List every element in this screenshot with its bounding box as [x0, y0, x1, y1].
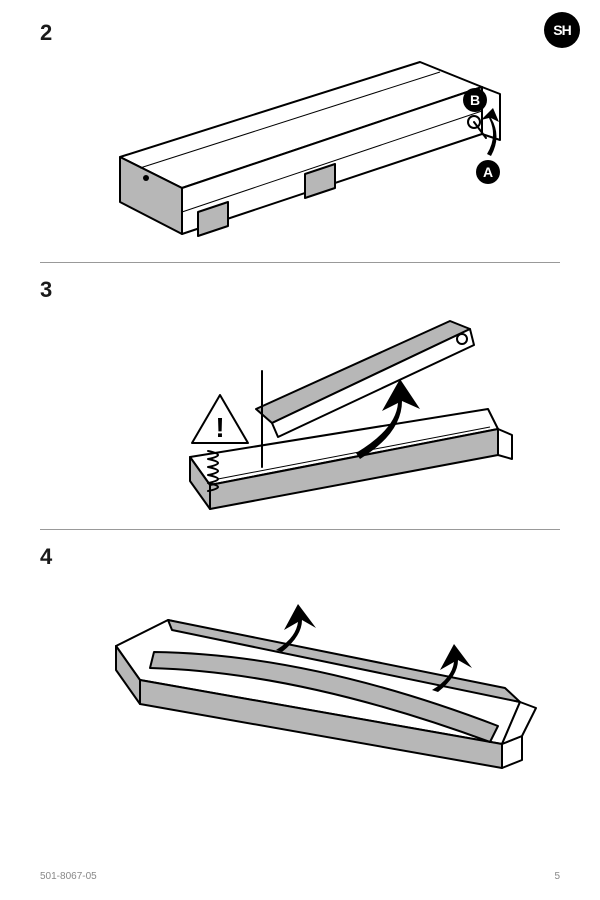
step-2: 2: [40, 20, 560, 252]
page-number: 5: [554, 871, 560, 882]
callout-b: B: [463, 88, 487, 112]
step-number: 2: [40, 20, 560, 46]
step-4-figure: [40, 576, 560, 776]
step-number: 4: [40, 544, 560, 570]
rack-body-icon: [120, 62, 500, 236]
svg-text:!: !: [215, 412, 224, 443]
rack-open-icon: [190, 321, 512, 509]
step-3-figure: !: [40, 309, 560, 519]
step-divider: [40, 529, 560, 530]
step-number: 3: [40, 277, 560, 303]
svg-text:A: A: [483, 164, 493, 180]
step-divider: [40, 262, 560, 263]
rack-insert-strip-icon: [116, 620, 536, 768]
page-footer: 501-8067-05 5: [40, 871, 560, 882]
svg-text:B: B: [470, 92, 480, 108]
instruction-page: SH 2: [0, 0, 600, 900]
step-3: 3: [40, 277, 560, 519]
step-2-figure: B A: [40, 52, 560, 252]
callout-a: A: [476, 160, 500, 184]
step-4: 4: [40, 544, 560, 776]
doc-number: 501-8067-05: [40, 871, 97, 882]
